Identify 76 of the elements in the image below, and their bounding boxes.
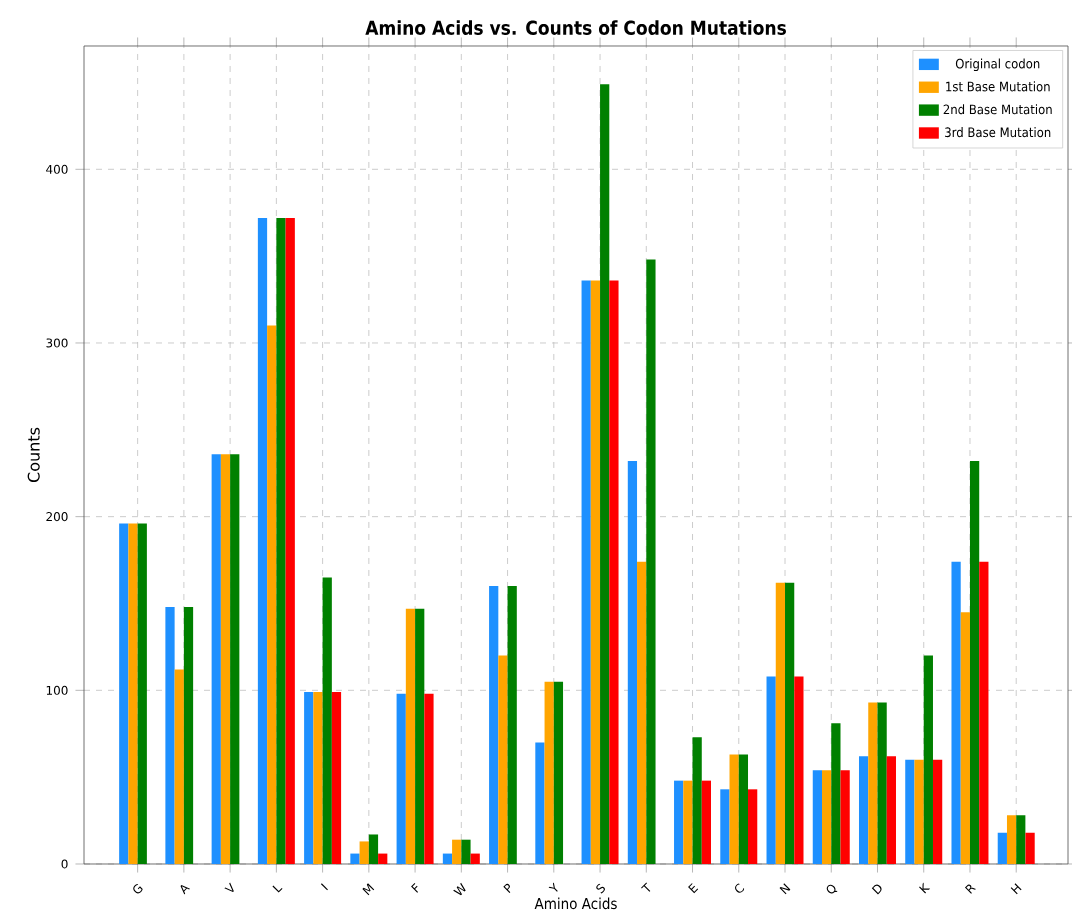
chart-title: Amino Acids vs. Counts of Codon Mutations <box>365 20 786 35</box>
bar <box>183 606 194 864</box>
bar <box>415 608 425 864</box>
bar <box>692 737 702 864</box>
bar <box>424 693 434 864</box>
bar <box>1006 815 1017 864</box>
bar <box>1016 815 1026 864</box>
bar <box>165 606 175 864</box>
bar <box>969 461 980 864</box>
bar <box>748 789 758 864</box>
bar <box>396 693 406 864</box>
bar <box>646 259 656 864</box>
bar <box>997 832 1007 864</box>
bar <box>368 834 379 864</box>
bar <box>701 780 712 864</box>
bar <box>507 586 517 864</box>
bar <box>137 523 147 864</box>
bar <box>304 692 314 864</box>
bar <box>322 577 332 864</box>
bar <box>766 676 776 864</box>
bar <box>230 454 240 864</box>
bar <box>729 754 739 864</box>
bar <box>775 582 786 864</box>
bar <box>905 759 915 864</box>
bar <box>868 702 878 864</box>
bar <box>119 523 129 864</box>
bar <box>785 582 795 864</box>
bar <box>960 612 970 864</box>
bar <box>738 754 749 864</box>
bar <box>822 770 832 864</box>
bar <box>923 655 933 864</box>
bar <box>350 853 360 864</box>
bar <box>498 655 508 864</box>
bar <box>683 780 693 864</box>
bar <box>313 692 323 864</box>
bar <box>600 84 610 864</box>
bar <box>553 681 564 864</box>
bar <box>720 789 730 864</box>
bar <box>627 461 638 864</box>
bar <box>267 325 277 864</box>
bar <box>840 770 850 864</box>
bar <box>452 839 462 864</box>
bar <box>886 756 896 864</box>
bar <box>979 561 989 864</box>
bar <box>812 770 822 864</box>
bar <box>285 217 295 864</box>
bar <box>470 853 480 864</box>
bar <box>914 759 924 864</box>
bar <box>359 841 369 864</box>
bar <box>637 561 647 864</box>
bar <box>951 561 961 864</box>
bar <box>609 280 619 864</box>
bar <box>489 586 499 864</box>
bar <box>932 759 943 864</box>
bar <box>378 853 388 864</box>
bar <box>405 608 416 864</box>
bar <box>461 839 471 864</box>
bar <box>590 280 601 864</box>
bar <box>674 780 684 864</box>
bar <box>877 702 887 864</box>
bar <box>276 217 286 864</box>
bar <box>128 523 138 864</box>
bar <box>535 742 545 864</box>
bar <box>544 681 554 864</box>
bar <box>331 692 342 864</box>
bar <box>442 853 453 864</box>
y-axis-title: Counts <box>27 427 40 483</box>
bar <box>1025 832 1035 864</box>
bar <box>794 676 804 864</box>
bar <box>831 723 841 864</box>
bar <box>257 217 268 864</box>
bar <box>858 756 869 864</box>
bar <box>220 454 231 864</box>
bar <box>211 454 221 864</box>
bar <box>581 280 591 864</box>
bar <box>174 669 184 864</box>
